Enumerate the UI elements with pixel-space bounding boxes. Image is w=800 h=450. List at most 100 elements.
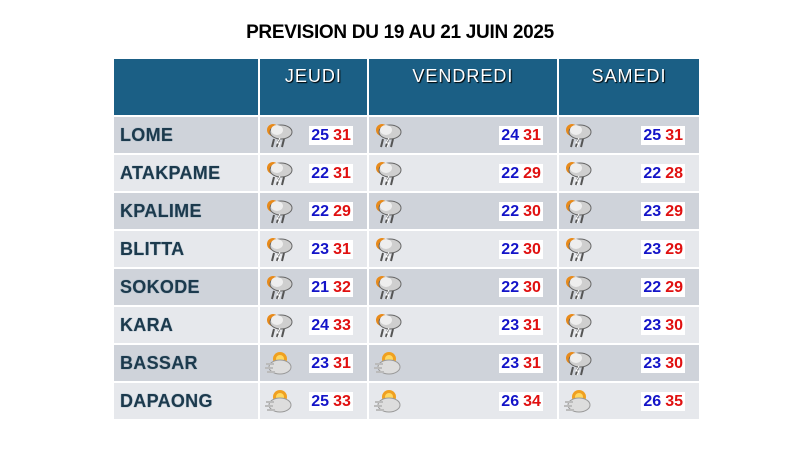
min-temp: 22 (501, 241, 520, 258)
forecast-cell: 24 33 (258, 305, 369, 345)
max-temp: 32 (333, 279, 351, 296)
min-temp: 25 (643, 127, 662, 144)
thunderstorm-icon (264, 273, 294, 301)
max-temp: 31 (523, 355, 541, 372)
header-corner (112, 57, 260, 117)
table-row: BASSAR 23 31 23 31 23 30 (112, 343, 702, 383)
temperature-pair: 23 30 (641, 316, 685, 335)
min-temp: 23 (501, 317, 520, 334)
forecast-cell: 23 29 (556, 229, 702, 269)
thunderstorm-icon (373, 311, 403, 339)
temperature-pair: 22 31 (309, 164, 353, 183)
header-row: JEUDI VENDREDI SAMEDI (112, 57, 702, 117)
temperature-pair: 25 33 (309, 392, 353, 411)
thunderstorm-icon (373, 197, 403, 225)
forecast-cell: 23 30 (556, 305, 702, 345)
forecast-cell: 22 30 (366, 229, 559, 269)
min-temp: 23 (643, 203, 662, 220)
temperature-pair: 21 32 (309, 278, 353, 297)
max-temp: 35 (665, 393, 683, 410)
forecast-cell: 22 29 (258, 191, 369, 231)
temperature-pair: 26 34 (499, 392, 543, 411)
forecast-cell: 22 29 (556, 267, 702, 307)
thunderstorm-icon (373, 121, 403, 149)
forecast-cell: 23 30 (556, 343, 702, 383)
hazy-sun-cloud-icon (563, 387, 593, 415)
thunderstorm-icon (563, 121, 593, 149)
thunderstorm-icon (563, 311, 593, 339)
thunderstorm-icon (563, 349, 593, 377)
min-temp: 25 (311, 393, 330, 410)
forecast-cell: 24 31 (366, 115, 559, 155)
min-temp: 23 (311, 355, 330, 372)
max-temp: 33 (333, 393, 351, 410)
hazy-sun-cloud-icon (373, 349, 403, 377)
table-row: LOME 25 31 24 31 25 31 (112, 115, 702, 155)
min-temp: 22 (311, 203, 330, 220)
hazy-sun-cloud-icon (264, 387, 294, 415)
temperature-pair: 23 31 (309, 240, 353, 259)
min-temp: 21 (311, 279, 330, 296)
forecast-cell: 26 35 (556, 381, 702, 421)
forecast-cell: 22 29 (366, 153, 559, 193)
city-name: BASSAR (112, 343, 260, 383)
max-temp: 34 (523, 393, 541, 410)
forecast-cell: 23 31 (366, 343, 559, 383)
thunderstorm-icon (563, 273, 593, 301)
forecast-cell: 25 31 (556, 115, 702, 155)
temperature-pair: 25 31 (641, 126, 685, 145)
page-title: PREVISION DU 19 AU 21 JUIN 2025 (246, 22, 554, 43)
thunderstorm-icon (563, 235, 593, 263)
min-temp: 22 (311, 165, 330, 182)
temperature-pair: 24 31 (499, 126, 543, 145)
forecast-cell: 22 30 (366, 191, 559, 231)
table-row: SOKODE 21 32 22 30 22 29 (112, 267, 702, 307)
max-temp: 31 (333, 127, 351, 144)
temperature-pair: 22 29 (499, 164, 543, 183)
max-temp: 31 (333, 355, 351, 372)
temperature-pair: 23 31 (309, 354, 353, 373)
max-temp: 33 (333, 317, 351, 334)
table-row: ATAKPAME 22 31 22 29 22 28 (112, 153, 702, 193)
temperature-pair: 22 28 (641, 164, 685, 183)
thunderstorm-icon (264, 235, 294, 263)
day-header: SAMEDI (556, 57, 702, 117)
max-temp: 29 (665, 203, 683, 220)
min-temp: 22 (501, 165, 520, 182)
temperature-pair: 23 29 (641, 202, 685, 221)
max-temp: 29 (523, 165, 541, 182)
forecast-cell: 23 29 (556, 191, 702, 231)
thunderstorm-icon (373, 235, 403, 263)
temperature-pair: 26 35 (641, 392, 685, 411)
max-temp: 30 (523, 203, 541, 220)
min-temp: 23 (643, 317, 662, 334)
forecast-cell: 22 30 (366, 267, 559, 307)
thunderstorm-icon (264, 197, 294, 225)
min-temp: 24 (311, 317, 330, 334)
max-temp: 31 (523, 127, 541, 144)
thunderstorm-icon (373, 159, 403, 187)
temperature-pair: 22 29 (309, 202, 353, 221)
table-row: DAPAONG 25 33 26 34 26 35 (112, 381, 702, 421)
thunderstorm-icon (563, 159, 593, 187)
thunderstorm-icon (264, 159, 294, 187)
city-name: SOKODE (112, 267, 260, 307)
forecast-table: JEUDI VENDREDI SAMEDI LOME 25 31 24 31 25 3… (112, 57, 702, 421)
forecast-cell: 21 32 (258, 267, 369, 307)
city-name: KPALIME (112, 191, 260, 231)
max-temp: 30 (523, 279, 541, 296)
temperature-pair: 25 31 (309, 126, 353, 145)
temperature-pair: 23 30 (641, 354, 685, 373)
forecast-cell: 25 31 (258, 115, 369, 155)
temperature-pair: 23 29 (641, 240, 685, 259)
city-name: KARA (112, 305, 260, 345)
thunderstorm-icon (373, 273, 403, 301)
temperature-pair: 22 30 (499, 278, 543, 297)
thunderstorm-icon (563, 197, 593, 225)
min-temp: 23 (311, 241, 330, 258)
temperature-pair: 23 31 (499, 354, 543, 373)
city-name: DAPAONG (112, 381, 260, 421)
max-temp: 29 (665, 241, 683, 258)
max-temp: 30 (523, 241, 541, 258)
max-temp: 31 (333, 165, 351, 182)
